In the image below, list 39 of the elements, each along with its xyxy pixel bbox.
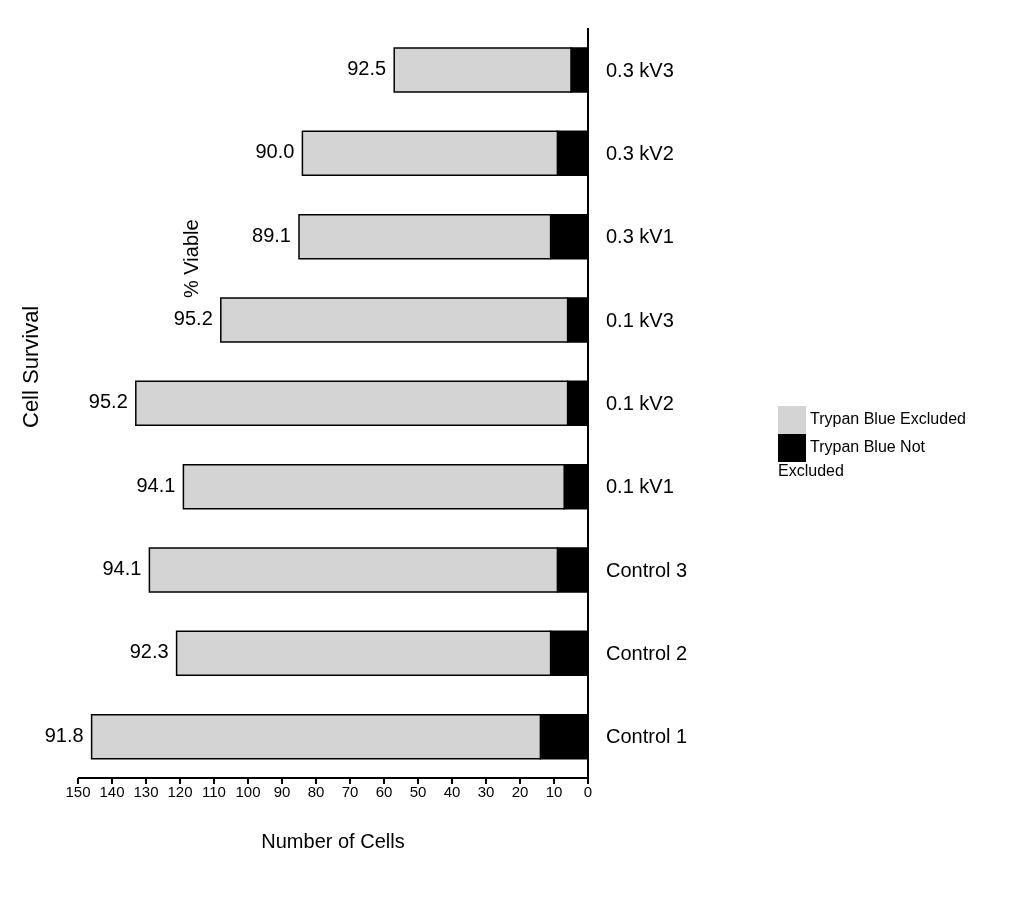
x-tick-label: 60 xyxy=(375,782,393,800)
y-tick-label: 0.1 kV2 xyxy=(606,392,674,415)
x-tick-label: 90 xyxy=(273,782,291,800)
x-tick-label: 40 xyxy=(443,782,461,800)
x-tick-label: 100 xyxy=(235,782,261,800)
x-tick-label: 50 xyxy=(409,782,427,800)
y-tick-label: 0.3 kV2 xyxy=(606,142,674,165)
x-axis-title: Number of Cells xyxy=(261,830,405,852)
x-tick-label: 70 xyxy=(341,782,359,800)
x-tick-label: 120 xyxy=(167,782,193,800)
text: Cell Survival xyxy=(18,305,44,428)
y-tick-label: Control 1 xyxy=(606,725,688,748)
annotation: 90.0 xyxy=(255,140,295,163)
annotation: 92.3 xyxy=(129,640,169,663)
legend-label: Trypan Blue Excluded xyxy=(810,410,966,428)
x-tick-label: 130 xyxy=(133,782,159,800)
x-tick-label: 0 xyxy=(583,782,593,800)
x-tick-label: 80 xyxy=(307,782,325,800)
x-tick-label: 30 xyxy=(477,782,495,800)
x-tick-label: 150 xyxy=(65,782,91,800)
y-tick-label: Control 3 xyxy=(606,558,688,581)
y-tick-label: 0.1 kV3 xyxy=(606,308,674,331)
annotation: 95.2 xyxy=(88,390,128,413)
annotation: 91.8 xyxy=(44,723,84,746)
y-tick-label: Control 2 xyxy=(606,642,688,665)
y-tick-label: 0.3 kV1 xyxy=(606,225,674,248)
y-tick-label: 0.3 kV3 xyxy=(606,58,674,81)
x-tick-label: 140 xyxy=(99,782,125,800)
annotation: 92.5 xyxy=(347,56,387,79)
annotation: 94.1 xyxy=(102,556,142,579)
annotation: 89.1 xyxy=(252,223,291,246)
x-tick-label: 10 xyxy=(545,782,563,800)
x-tick-label: 110 xyxy=(202,782,226,800)
x-tick-label: 20 xyxy=(511,782,529,800)
annotation: 95.2 xyxy=(173,306,213,329)
annotation: 94.1 xyxy=(136,473,176,496)
legend-label: Trypan Blue Not Excluded xyxy=(778,438,926,479)
y-tick-label: 0.1 kV1 xyxy=(606,475,674,498)
annotation: % Viable xyxy=(180,219,203,298)
